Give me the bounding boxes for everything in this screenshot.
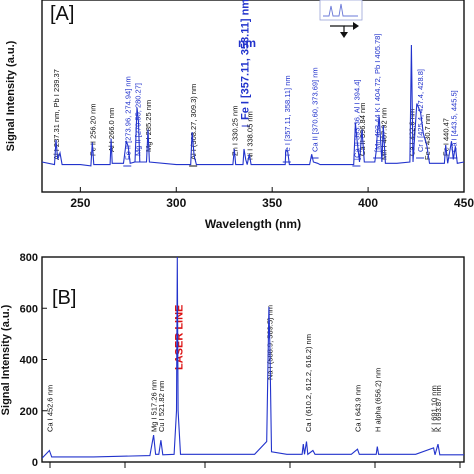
panel-b-annotation-label: Ca I 452.6 nm: [45, 385, 54, 432]
panel-b-annotation-label: Ca I 643.9 nm: [354, 385, 363, 432]
panel-a-x-tick-label: 350: [262, 196, 282, 210]
panel-b-y-axis: 0 200 400 600 800: [20, 252, 47, 469]
panel-a-big-unit-label: nm: [238, 36, 256, 50]
panel-b-y-tick-label: 200: [20, 406, 38, 418]
panel-a-annotation-label: Fe II 256.20 nm: [88, 103, 97, 156]
spectral-line-pair-arrow-icon: [319, 0, 363, 38]
panel-a-x-axis: 250 300 350 400 450: [70, 187, 474, 210]
panel-a-annotation-label: Ca II [370.60, 373.69] nm: [311, 67, 320, 152]
panel-a-x-tick-label: 250: [70, 196, 90, 210]
panel-b-annotation-label: H alpha (656.2) nm: [373, 368, 382, 432]
panel-a-annotation-label: Al I (308.27, 309.3) nm: [189, 84, 198, 160]
panel-a-y-axis-title: Signal Intensity (a.u.): [5, 40, 17, 151]
panel-a-annotation-label: Cr I [425.4, 427.4, 428.8]: [416, 69, 425, 152]
panel-a-annotation-label: [Mn 403.44 K I 404.72, Pb I 405.78]: [373, 34, 382, 152]
panel-a: [A] Al I 237.31 nm, Pb I 239.37 Fe II 256…: [5, 0, 474, 231]
panel-b-y-tick-label: 800: [20, 252, 38, 264]
panel-b-y-tick-label: 400: [20, 355, 38, 367]
panel-a-annotation-label: Ca I [443.5, 445.5]: [449, 90, 458, 152]
panel-a-frame: [41, 0, 465, 193]
panel-a-annotation-label: Fe I [357.11, 358.11] nm: [240, 0, 252, 120]
panel-a-annotation-label: Fe II [273.96, 274.94] nm: [123, 76, 132, 160]
panel-a-annotations: Al I 237.31 nm, Pb I 239.37 Fe II 256.20 …: [52, 0, 458, 167]
panel-b-annotation-label: Mg I 517.26 nm: [150, 380, 159, 432]
panel-a-annotation-label: Fe I 440.47: [442, 118, 451, 156]
panel-a-x-tick-label: 400: [358, 196, 378, 210]
panel-a-annotation-label: Mg I 285.25 nm: [144, 100, 153, 152]
panel-b-x-axis: [49, 462, 461, 468]
panel-b-y-tick-label: 600: [20, 303, 38, 315]
panel-a-spectrum-line: [41, 44, 465, 167]
panel-a-annotation-label: Fe I 430.7 nm: [423, 114, 432, 160]
panel-a-annotation-label: Al I 266.0 nm: [107, 108, 116, 152]
panel-b-annotation-label: LASER LINE: [173, 305, 185, 370]
panel-a-label: [A]: [50, 3, 74, 25]
panel-a-annotation-label: Al I 237.31 nm, Pb I 239.37: [52, 69, 61, 160]
panel-b-annotation-label: K I 693.87 nm: [434, 385, 443, 432]
panel-a-annotation-label: Ca I 422.6 nm: [407, 109, 416, 156]
panel-b-spectrum-line: [41, 256, 464, 459]
panel-a-x-tick-label: 300: [166, 196, 186, 210]
panel-a-annotation-label: Ca II 396.84 nm: [358, 103, 367, 156]
panel-b-label: [B]: [52, 287, 76, 309]
panel-a-annotation-label: Zn I 330.25 nm: [230, 106, 239, 156]
panel-a-x-axis-title: Wavelength (nm): [205, 217, 301, 231]
panel-b-annotation-label: K I 691.10 nm: [430, 385, 439, 432]
panel-a-x-tick-label: 450: [454, 196, 474, 210]
panel-a-annotation-label: Ni I 338.05 nm: [245, 111, 254, 160]
panel-b-y-axis-title: Signal Intensity (a.u.): [0, 304, 12, 415]
panel-b-annotation-label: Ca I (610.2, 612.2, 616.2) nm: [304, 334, 313, 432]
panel-a-annotation-label: Fe I [357.11, 358.11] nm: [283, 75, 292, 156]
panel-b-y-tick-label: 0: [32, 457, 38, 469]
panel-a-annotation-label: [Ca II 393.36, Al I 394.4]: [352, 80, 361, 160]
panel-b-frame: [41, 256, 465, 463]
panel-b: [B] 0 200 400 600 800 Ca I 452.6 nm Mg I 517.…: [0, 252, 465, 469]
panel-b-annotation-label: Cu I 521.82 nm: [157, 381, 166, 432]
